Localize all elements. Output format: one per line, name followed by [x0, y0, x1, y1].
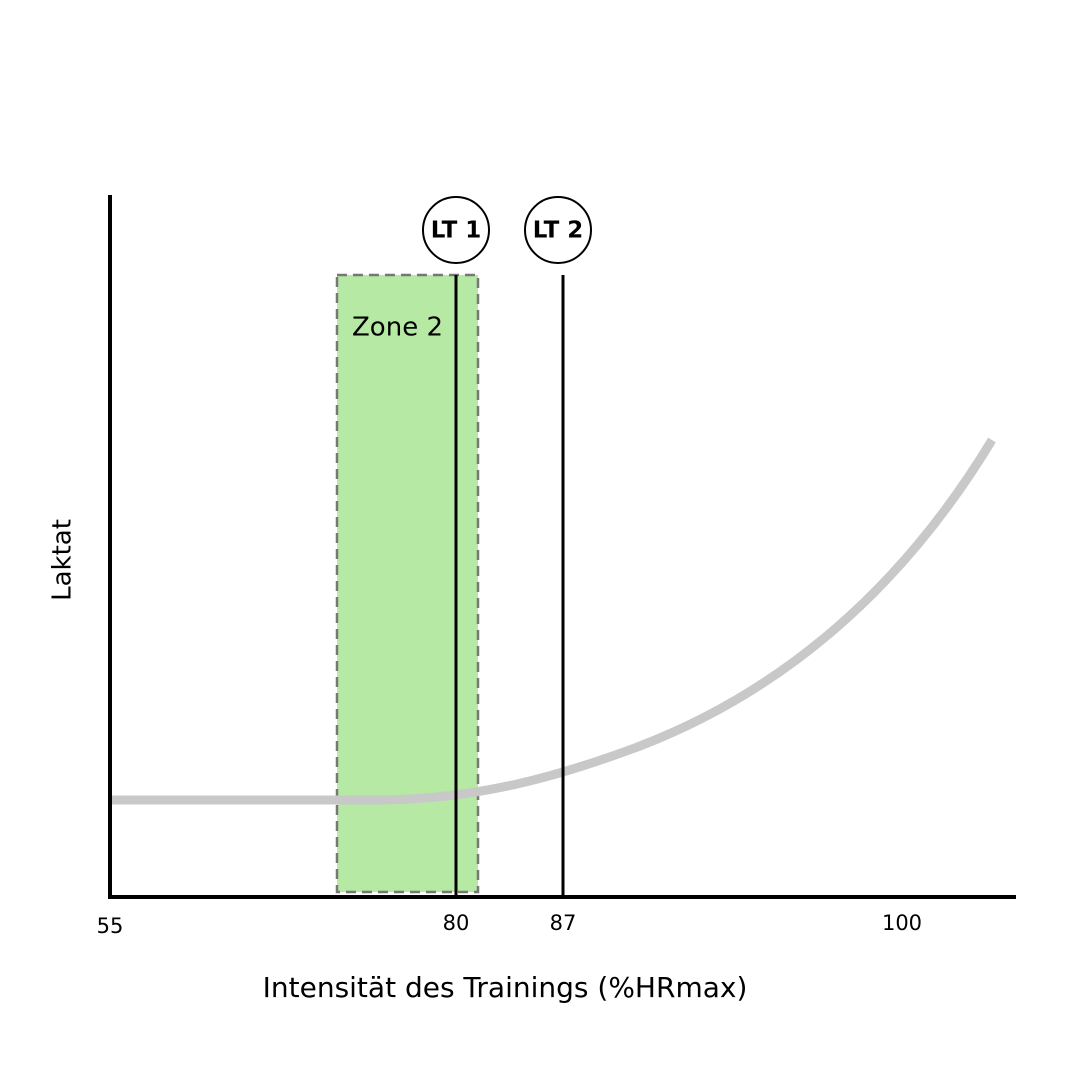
x-axis-title: Intensität des Trainings (%HRmax) — [263, 971, 748, 1004]
lt2-label: LT 2 — [533, 218, 584, 244]
x-tick-label: 87 — [550, 911, 577, 935]
lt1-label: LT 1 — [431, 218, 482, 244]
x-tick-label: 55 — [97, 914, 124, 938]
x-tick-label: 80 — [443, 911, 470, 935]
lt1-badge — [422, 196, 490, 264]
x-tick-label: 100 — [882, 911, 922, 935]
lactate-curve — [110, 437, 996, 805]
lt2-badge — [524, 196, 592, 264]
zone-label: Zone 2 — [352, 313, 443, 343]
y-axis-title: Laktat — [48, 519, 78, 601]
